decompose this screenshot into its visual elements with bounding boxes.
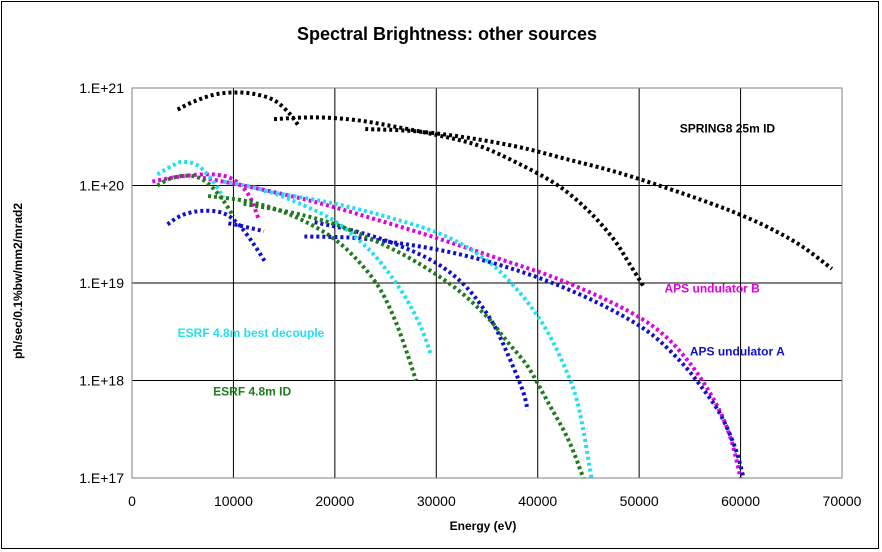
series-line-8 <box>304 234 746 479</box>
x-tick-label: 60000 <box>721 493 760 509</box>
annotation-2: APS undulator B <box>665 281 761 295</box>
chart-title: Spectral Brightness: other sources <box>297 24 597 44</box>
series-line-1 <box>176 90 302 129</box>
grid <box>132 88 842 478</box>
series-line-5 <box>202 175 743 479</box>
series-line-3 <box>365 127 834 271</box>
annotation-5: ESRF 4.8m ID <box>213 385 291 399</box>
annotations: SPRING8 25m ID APS undulator B APS undulat… <box>178 121 785 398</box>
x-tick-label: 0 <box>128 493 136 509</box>
series-line-13 <box>156 173 236 218</box>
y-tick-label: 1.E+17 <box>79 470 124 486</box>
x-tick-label: 70000 <box>823 493 862 509</box>
y-axis-label: ph/sec/0.1%bw/mm2/mrad2 <box>11 203 25 359</box>
x-tick-label: 30000 <box>417 493 456 509</box>
x-tick-label: 10000 <box>214 493 253 509</box>
annotation-4: ESRF 4.8m best decouple <box>178 326 325 340</box>
series-line-14 <box>207 194 418 382</box>
series-line-7 <box>228 221 265 234</box>
series-line-6 <box>166 208 268 265</box>
x-tick-label: 50000 <box>620 493 659 509</box>
series-line-10 <box>156 159 226 199</box>
x-axis: 0 10000 20000 30000 40000 50000 60000 70000 <box>128 493 862 509</box>
series-line-15 <box>243 201 586 479</box>
x-axis-label: Energy (eV) <box>450 519 517 533</box>
y-tick-label: 1.E+21 <box>79 80 124 96</box>
series-group <box>151 90 834 479</box>
y-tick-label: 1.E+18 <box>79 373 124 389</box>
series-line-9 <box>314 220 530 411</box>
y-axis: 1.E+17 1.E+18 1.E+19 1.E+20 1.E+21 <box>79 80 124 486</box>
annotation-3: APS undulator A <box>690 345 785 359</box>
series-line-4 <box>151 172 261 221</box>
x-tick-label: 40000 <box>518 493 557 509</box>
plot-area <box>131 87 843 479</box>
y-tick-label: 1.E+19 <box>79 275 124 291</box>
y-tick-label: 1.E+20 <box>79 178 124 194</box>
annotation-1: SPRING8 25m ID <box>680 121 776 135</box>
x-tick-label: 20000 <box>315 493 354 509</box>
